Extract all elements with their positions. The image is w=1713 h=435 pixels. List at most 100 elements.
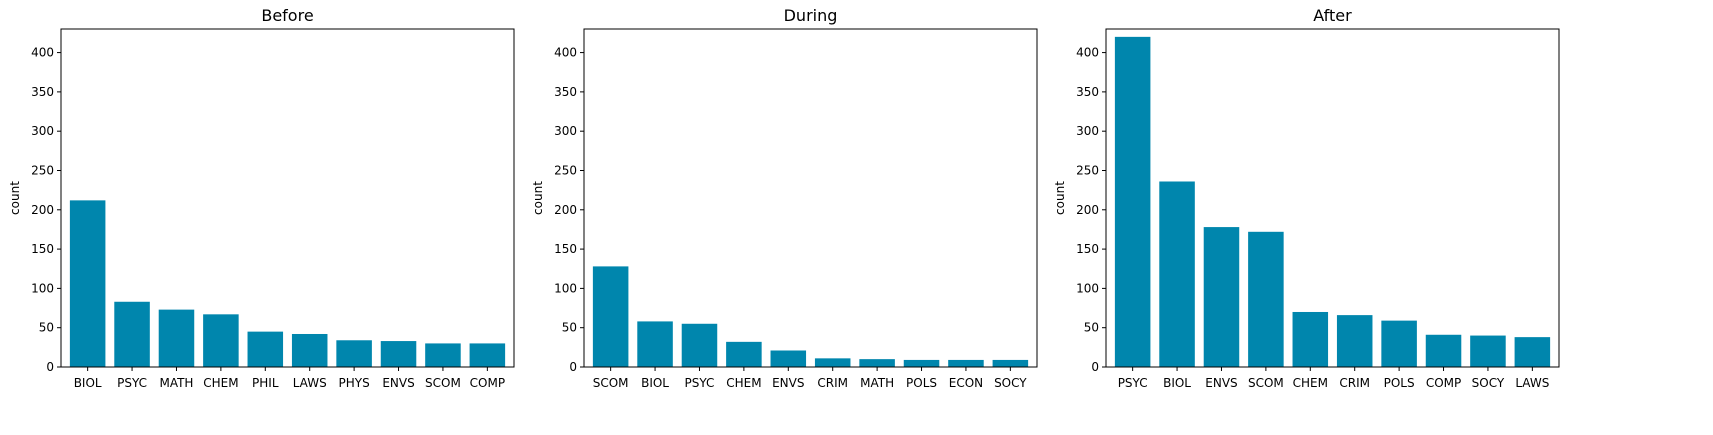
bar-scom — [425, 343, 461, 367]
bar-socy — [1470, 335, 1506, 367]
x-tick-label: ENVS — [1205, 376, 1237, 390]
plot-frame — [1105, 28, 1560, 368]
y-axis-label: count — [531, 181, 545, 215]
bar-biol — [637, 321, 673, 367]
bar-phys — [336, 340, 372, 367]
y-tick-label: 200 — [1076, 203, 1099, 217]
x-tick-label: MATH — [159, 376, 193, 390]
bar-psyc — [114, 301, 150, 367]
y-tick-label: 0 — [1091, 360, 1099, 374]
plot-frame — [583, 28, 1038, 368]
y-tick-label: 400 — [1076, 46, 1099, 60]
x-tick-label: LAWS — [293, 376, 327, 390]
y-tick-label: 250 — [31, 163, 54, 177]
bar-biol — [1159, 181, 1195, 367]
y-tick-label: 350 — [31, 85, 54, 99]
y-tick-label: 350 — [1076, 85, 1099, 99]
y-tick-label: 150 — [1076, 242, 1099, 256]
y-tick-label: 200 — [31, 203, 54, 217]
x-tick-label: CHEM — [203, 376, 238, 390]
y-tick-label: 150 — [554, 242, 577, 256]
chart-title: Before — [261, 6, 313, 25]
bar-crim — [814, 358, 851, 367]
x-tick-label: CRIM — [817, 376, 848, 390]
bar-envs — [1203, 227, 1240, 367]
y-tick-label: 250 — [1076, 163, 1099, 177]
y-tick-label: 0 — [46, 360, 54, 374]
bar-socy — [992, 359, 1029, 367]
y-tick-label: 300 — [554, 124, 577, 138]
x-tick-label: COMP — [1426, 376, 1461, 390]
chart-panel-0: 0 50 100 150 200 250 300 350 400 BIOL PSYC MATH CHEM… — [8, 6, 515, 390]
x-tick-label: ENVS — [382, 376, 414, 390]
chart-panel-2: 0 50 100 150 200 250 300 350 400 PSYC BIOL ENVS SCOM… — [1053, 6, 1560, 390]
y-tick-label: 300 — [1076, 124, 1099, 138]
chart-panel-1: 0 50 100 150 200 250 300 350 400 SCOM BIOL PSYC CHEM… — [531, 6, 1038, 390]
x-tick-label: SCOM — [425, 376, 461, 390]
y-tick-label: 400 — [31, 46, 54, 60]
y-tick-label: 100 — [31, 281, 54, 295]
bar-econ — [948, 359, 984, 367]
x-tick-label: BIOL — [74, 376, 102, 390]
bar-laws — [1514, 337, 1551, 367]
y-tick-label: 100 — [1076, 281, 1099, 295]
y-tick-label: 100 — [554, 281, 577, 295]
bar-envs — [770, 350, 807, 367]
bar-pols — [903, 359, 940, 367]
bar-scom — [1248, 231, 1284, 367]
y-tick-label: 400 — [554, 46, 577, 60]
bar-comp — [469, 343, 506, 367]
bar-comp — [1425, 334, 1462, 367]
y-tick-label: 250 — [554, 163, 577, 177]
x-tick-label: CHEM — [1293, 376, 1328, 390]
y-tick-label: 50 — [39, 321, 54, 335]
plot-frame — [60, 28, 515, 368]
x-tick-label: PHYS — [339, 376, 370, 390]
x-tick-label: SCOM — [1248, 376, 1284, 390]
y-axis-label: count — [8, 181, 22, 215]
x-tick-label: SCOM — [593, 376, 629, 390]
x-tick-label: ECON — [949, 376, 983, 390]
bar-biol — [69, 200, 106, 367]
bar-scom — [592, 266, 629, 367]
y-tick-label: 50 — [562, 321, 577, 335]
x-tick-label: ENVS — [772, 376, 804, 390]
y-tick-label: 300 — [31, 124, 54, 138]
x-tick-label: PSYC — [117, 376, 147, 390]
y-axis-label: count — [1053, 181, 1067, 215]
x-tick-label: PSYC — [1118, 376, 1148, 390]
y-tick-label: 150 — [31, 242, 54, 256]
x-tick-label: LAWS — [1515, 376, 1549, 390]
y-tick-label: 0 — [569, 360, 577, 374]
bar-envs — [380, 341, 417, 367]
x-tick-label: PSYC — [685, 376, 715, 390]
bar-psyc — [1114, 36, 1151, 368]
bar-math — [859, 359, 895, 367]
bar-chem — [1292, 311, 1329, 367]
bar-pols — [1381, 320, 1417, 367]
bar-chem — [203, 314, 239, 367]
x-tick-label: CHEM — [726, 376, 761, 390]
bar-chem — [726, 341, 762, 367]
x-tick-label: POLS — [906, 376, 937, 390]
y-tick-label: 200 — [554, 203, 577, 217]
y-tick-label: 350 — [554, 85, 577, 99]
x-tick-label: SOCY — [994, 376, 1027, 390]
x-tick-label: BIOL — [1163, 376, 1191, 390]
x-tick-label: CRIM — [1339, 376, 1370, 390]
chart-title: After — [1313, 6, 1352, 25]
x-tick-label: COMP — [470, 376, 505, 390]
chart-title: During — [784, 6, 838, 25]
x-tick-label: SOCY — [1472, 376, 1505, 390]
bar-psyc — [681, 323, 718, 367]
bar-math — [158, 309, 195, 367]
bar-phil — [247, 331, 284, 367]
bar-laws — [291, 333, 328, 367]
y-tick-label: 50 — [1084, 321, 1099, 335]
x-tick-label: MATH — [860, 376, 894, 390]
x-tick-label: POLS — [1384, 376, 1415, 390]
x-tick-label: PHIL — [252, 376, 279, 390]
x-tick-label: BIOL — [641, 376, 669, 390]
bar-crim — [1336, 315, 1373, 367]
